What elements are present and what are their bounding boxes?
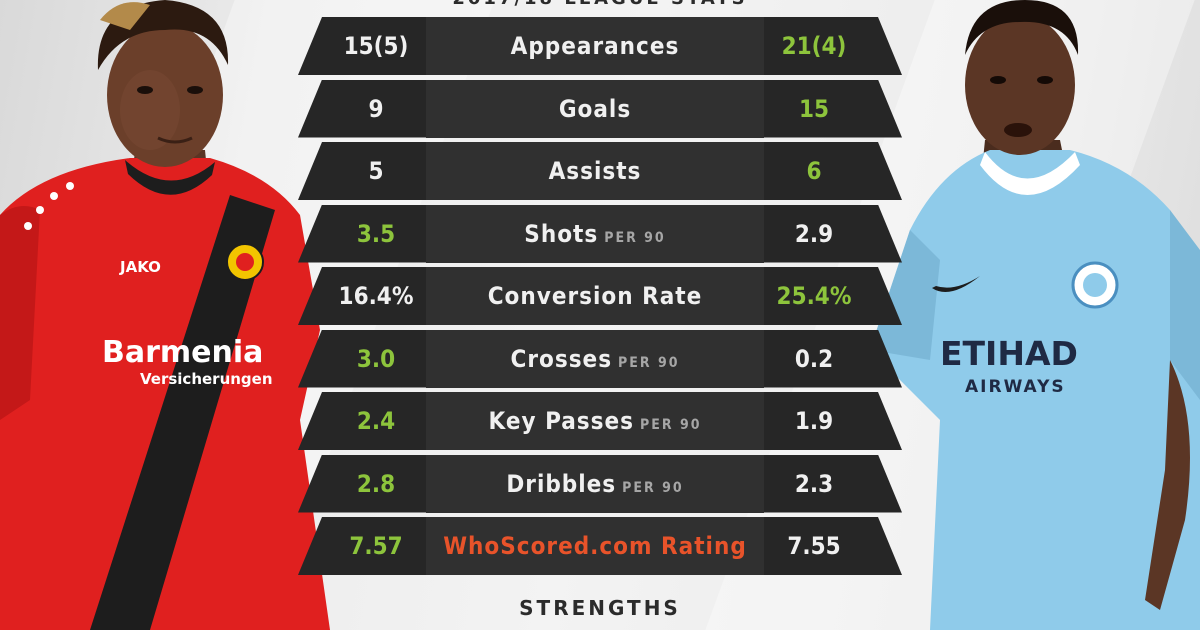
- stat-label-panel: [426, 204, 764, 263]
- stat-label: Key Passes PER 90: [426, 392, 764, 450]
- stat-row: 7.57 WhoScored.com Rating 7.55: [298, 517, 902, 575]
- right-player-value: 0.2: [794, 344, 834, 373]
- stat-label-text: Goals: [558, 94, 632, 123]
- left-player-value: 16.4%: [338, 282, 414, 310]
- right-player-value: 15: [798, 94, 830, 123]
- stat-label: WhoScored.com Rating: [426, 517, 764, 575]
- stat-row: 9 Goals 15: [298, 79, 902, 138]
- sponsor-text: ETIHAD: [940, 334, 1078, 373]
- left-player-value: 3.5: [356, 219, 396, 248]
- stat-row: 16.4% Conversion Rate 25.4%: [298, 267, 902, 325]
- left-player-value: 7.57: [349, 532, 403, 560]
- stat-label-text: Assists: [548, 157, 642, 185]
- stat-row: 2.8 Dribbles PER 90 2.3: [298, 454, 902, 513]
- left-player-image: JAKO Barmenia Versicherungen: [0, 0, 330, 630]
- stat-row: 3.0 Crosses PER 90 0.2: [298, 329, 902, 388]
- stat-label-text: Appearances: [510, 32, 680, 60]
- stat-label-text: Key Passes: [488, 407, 635, 435]
- stat-label: Shots PER 90: [426, 205, 764, 263]
- stat-label-text: Dribbles: [506, 469, 617, 498]
- right-player-value: 2.3: [794, 469, 834, 498]
- stat-label-panel: [426, 142, 764, 200]
- left-player-value: 3.0: [356, 344, 396, 373]
- stat-row: 2.4 Key Passes PER 90 1.9: [298, 392, 902, 450]
- per-90-suffix: PER 90: [622, 479, 684, 496]
- stat-row: 3.5 Shots PER 90 2.9: [298, 204, 902, 263]
- sponsor-subtext: AIRWAYS: [965, 377, 1066, 397]
- left-player-value: 9: [368, 94, 384, 123]
- per-90-suffix: PER 90: [618, 354, 680, 371]
- left-player-value: 5: [368, 157, 384, 185]
- stat-label-panel: [426, 392, 764, 450]
- section-title: 2017/18 LEAGUE STATS: [300, 0, 900, 9]
- stat-label: Appearances: [426, 17, 764, 75]
- stat-label: Conversion Rate: [426, 267, 764, 325]
- stat-label-panel: [426, 517, 764, 575]
- stat-label: Goals: [426, 80, 764, 138]
- per-90-suffix: PER 90: [604, 229, 666, 246]
- right-player-value: 2.9: [794, 219, 834, 248]
- per-90-suffix: PER 90: [640, 417, 702, 433]
- left-player-value: 2.8: [356, 469, 396, 498]
- stat-label-text: WhoScored.com Rating: [443, 532, 747, 560]
- left-player-value: 15(5): [343, 32, 409, 60]
- stat-label: Assists: [426, 142, 764, 200]
- stat-label: Dribbles PER 90: [426, 455, 764, 513]
- right-player-value: 7.55: [787, 532, 841, 560]
- sponsor-text: Barmenia: [102, 335, 263, 370]
- stat-row: 5 Assists 6: [298, 142, 902, 200]
- stat-label-text: Shots: [524, 219, 599, 248]
- stat-label-panel: [426, 267, 764, 325]
- right-player-value: 21(4): [781, 32, 847, 60]
- right-player-value: 25.4%: [776, 282, 852, 310]
- stat-label: Crosses PER 90: [426, 330, 764, 388]
- right-player-value: 1.9: [794, 407, 834, 435]
- left-player-value: 2.4: [356, 407, 396, 435]
- stat-label-panel: [426, 454, 764, 513]
- right-player-value: 6: [806, 157, 822, 185]
- strengths-heading: STRENGTHS: [519, 596, 681, 620]
- stat-label-panel: [426, 79, 764, 138]
- stat-label-text: Conversion Rate: [487, 282, 703, 310]
- stat-label-panel: [426, 17, 764, 75]
- stat-label-panel: [426, 329, 764, 388]
- jersey-brand-text: JAKO: [119, 258, 161, 276]
- stat-label-text: Crosses: [510, 344, 613, 373]
- right-player-image: ETIHAD AIRWAYS: [870, 0, 1200, 630]
- stat-row: 15(5) Appearances 21(4): [298, 17, 902, 75]
- sponsor-subtext: Versicherungen: [140, 370, 273, 388]
